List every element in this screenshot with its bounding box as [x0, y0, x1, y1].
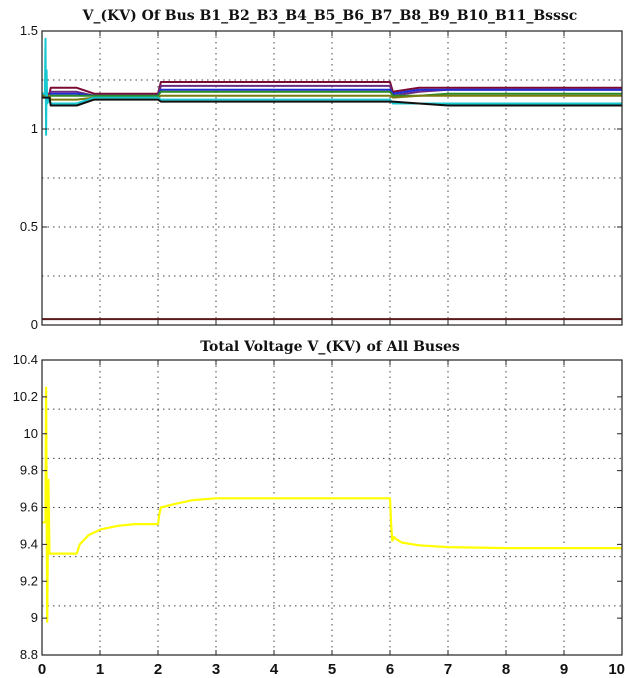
y-tick-label: 9.6 — [20, 500, 38, 515]
x-tick-label: 3 — [212, 661, 220, 678]
x-tick-label: 2 — [154, 661, 162, 678]
chart-total-voltage: Total Voltage V_(KV) of All Buses 8.8 9 9.… — [13, 339, 625, 678]
x-tick-label: 10 — [608, 661, 625, 678]
x-axis-tick-labels: 0 1 2 3 4 5 6 7 8 9 10 — [38, 661, 625, 678]
chart-title: V_(KV) Of Bus B1_B2_B3_B4_B5_B6_B7_B8_B9… — [82, 8, 578, 24]
y-tick-label: 9.2 — [20, 573, 38, 588]
x-tick-label: 0 — [38, 661, 46, 678]
series-line-1 — [42, 386, 622, 623]
chart-bus-voltages: V_(KV) Of Bus B1_B2_B3_B4_B5_B6_B7_B8_B9… — [20, 8, 623, 332]
x-tick-label: 5 — [328, 661, 336, 678]
y-axis-tick-labels: 8.8 9 9.2 9.4 9.6 9.8 10 10.2 10.4 — [13, 352, 38, 662]
x-tick-label: 9 — [560, 661, 568, 678]
y-tick-label: 1.5 — [20, 23, 38, 38]
series-line-6 — [42, 37, 622, 136]
y-tick-label: 0.5 — [20, 219, 38, 234]
series-group — [42, 386, 622, 623]
y-tick-label: 0 — [31, 317, 38, 332]
y-tick-label: 1 — [31, 121, 38, 136]
plot-area — [42, 31, 622, 325]
x-tick-label: 7 — [444, 661, 452, 678]
y-tick-label: 10.2 — [13, 389, 38, 404]
series-line-7 — [42, 96, 622, 107]
y-tick-label: 9 — [31, 610, 38, 625]
axis-ticks — [42, 359, 622, 656]
x-tick-label: 8 — [502, 661, 510, 678]
y-tick-label: 9.4 — [20, 536, 38, 551]
plot-area — [42, 360, 622, 655]
series-group — [42, 37, 622, 321]
y-axis-tick-labels: 0 0.5 1 1.5 — [20, 23, 38, 332]
x-tick-label: 4 — [270, 661, 279, 678]
x-tick-label: 6 — [386, 661, 394, 678]
y-tick-label: 8.8 — [20, 647, 38, 662]
y-tick-label: 10.4 — [13, 352, 38, 367]
y-tick-label: 9.8 — [20, 463, 38, 478]
chart-title: Total Voltage V_(KV) of All Buses — [200, 339, 460, 355]
axis-ticks — [42, 30, 622, 326]
y-tick-label: 10 — [24, 426, 38, 441]
x-tick-label: 1 — [96, 661, 104, 678]
